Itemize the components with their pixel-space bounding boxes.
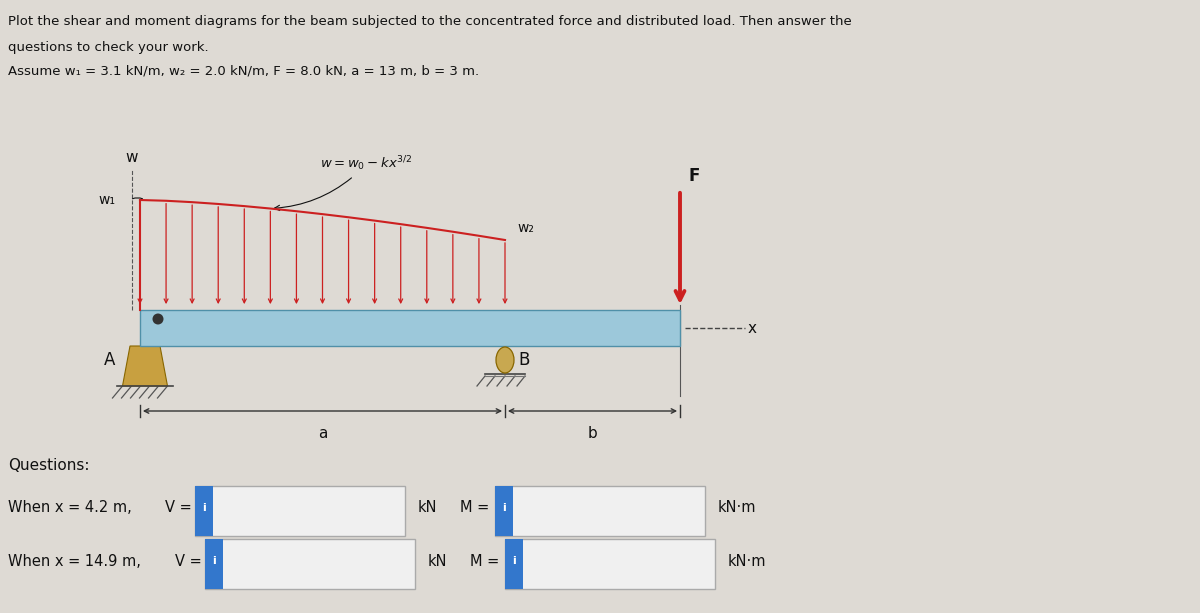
Text: A: A [103, 351, 115, 369]
Text: V =: V = [175, 554, 202, 568]
Text: Plot the shear and moment diagrams for the beam subjected to the concentrated fo: Plot the shear and moment diagrams for t… [8, 15, 852, 28]
Ellipse shape [496, 347, 514, 373]
Circle shape [152, 313, 163, 324]
Text: kN·m: kN·m [728, 554, 767, 568]
Bar [140, 310, 680, 346]
Text: b: b [588, 426, 598, 441]
Text: a: a [318, 426, 328, 441]
Text: i: i [212, 556, 216, 566]
Text: questions to check your work.: questions to check your work. [8, 41, 209, 54]
Bar [194, 486, 214, 536]
Bar [205, 539, 223, 589]
Bar [505, 539, 523, 589]
Polygon shape [122, 346, 168, 386]
Bar [496, 486, 514, 536]
Text: w₁: w₁ [98, 193, 115, 207]
Text: i: i [512, 556, 516, 566]
Bar [205, 539, 415, 589]
Text: kN: kN [428, 554, 448, 568]
Bar [496, 486, 706, 536]
Text: F: F [688, 167, 700, 185]
Text: V =: V = [166, 500, 192, 516]
Bar [194, 486, 406, 536]
Text: w: w [126, 150, 138, 165]
Text: When x = 4.2 m,: When x = 4.2 m, [8, 500, 132, 516]
Text: kN: kN [418, 500, 438, 516]
Text: x: x [748, 321, 757, 335]
Text: B: B [518, 351, 529, 369]
Text: M =: M = [470, 554, 499, 568]
Bar [505, 539, 715, 589]
Text: i: i [202, 503, 206, 513]
Text: Questions:: Questions: [8, 458, 90, 473]
Text: M =: M = [460, 500, 490, 516]
Text: i: i [502, 503, 506, 513]
Text: kN·m: kN·m [718, 500, 756, 516]
Text: When x = 14.9 m,: When x = 14.9 m, [8, 554, 140, 568]
Text: $w = w_0 - kx^{3/2}$: $w = w_0 - kx^{3/2}$ [275, 154, 413, 210]
Text: Assume w₁ = 3.1 kN/m, w₂ = 2.0 kN/m, F = 8.0 kN, a = 13 m, b = 3 m.: Assume w₁ = 3.1 kN/m, w₂ = 2.0 kN/m, F =… [8, 64, 479, 77]
Text: w₂: w₂ [517, 221, 534, 235]
